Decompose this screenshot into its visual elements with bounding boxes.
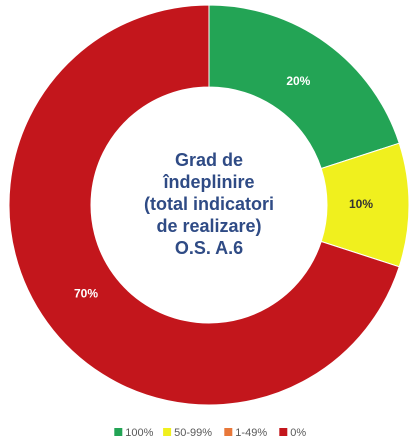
legend-label: 50-99% [174, 427, 212, 439]
center-text: de realizare) [156, 216, 261, 236]
legend-label: 0% [290, 427, 306, 439]
data-label: 20% [286, 74, 310, 88]
center-text: O.S. A.6 [175, 238, 243, 258]
data-label: 70% [74, 287, 98, 301]
donut-segment [8, 4, 400, 406]
legend-swatch [279, 428, 288, 436]
legend-label: 1-49% [235, 427, 267, 439]
center-text: îndeplinire [162, 172, 254, 192]
center-text: (total indicatori [144, 194, 274, 214]
legend-label: 100% [125, 427, 153, 439]
legend-swatch [114, 428, 123, 436]
data-label: 10% [349, 197, 373, 211]
center-text: Grad de [175, 150, 243, 170]
donut-segment [208, 4, 400, 170]
legend-swatch [224, 428, 233, 436]
legend-swatch [163, 428, 172, 436]
